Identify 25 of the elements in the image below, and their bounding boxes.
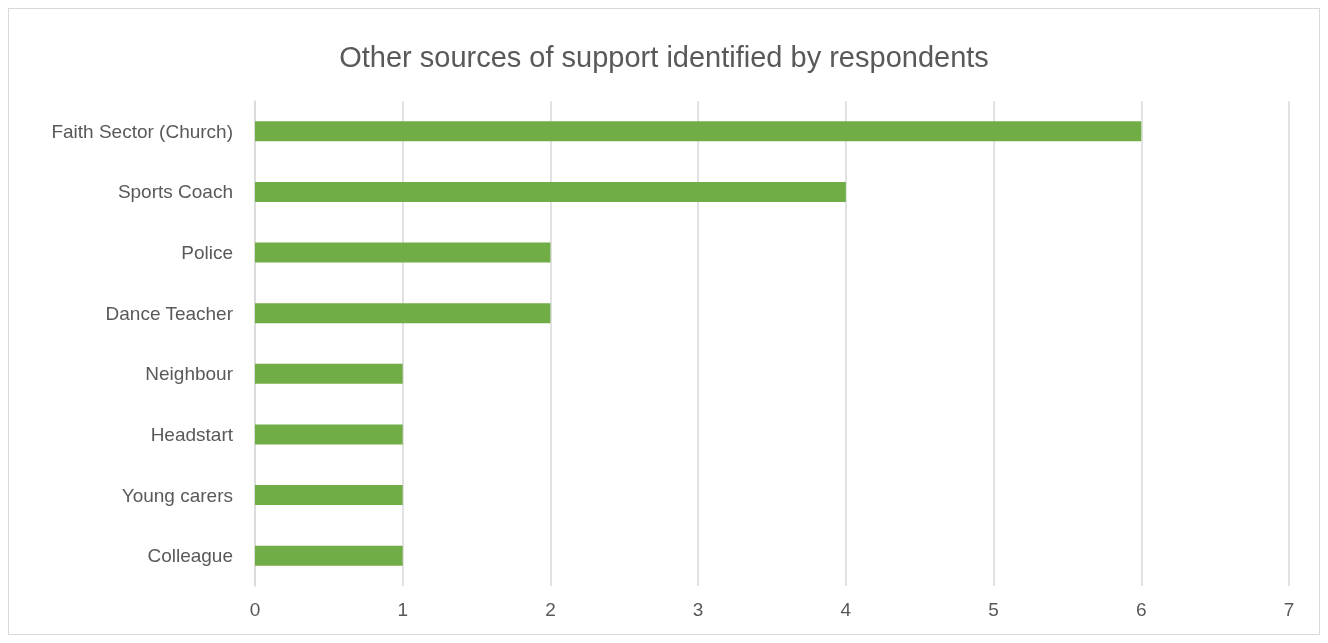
x-tick-label: 5	[988, 599, 999, 620]
bar	[255, 303, 551, 324]
y-tick-label: Young carers	[121, 484, 233, 506]
x-tick-label: 6	[1136, 599, 1147, 620]
y-tick-label: Neighbour	[145, 363, 234, 385]
y-tick-label: Headstart	[150, 423, 234, 445]
y-tick-label: Dance Teacher	[105, 302, 234, 324]
bar	[255, 363, 403, 384]
y-tick-label: Colleague	[147, 545, 233, 567]
x-tick-label: 4	[840, 599, 852, 620]
x-tick-label: 0	[249, 599, 261, 620]
x-tick-label: 2	[545, 599, 556, 620]
bar	[255, 424, 403, 445]
x-tick-label: 3	[692, 599, 704, 620]
chart-title: Other sources of support identified by respondents	[339, 40, 989, 73]
bar	[255, 181, 846, 202]
bar	[255, 545, 403, 566]
x-tick-label: 7	[1283, 599, 1295, 620]
bar	[255, 485, 403, 506]
y-tick-label: Faith Sector (Church)	[51, 120, 233, 142]
bar	[255, 242, 551, 263]
y-tick-label: Police	[181, 242, 233, 264]
x-tick-label: 1	[397, 599, 408, 620]
y-tick-label: Sports Coach	[117, 181, 233, 203]
bar	[255, 121, 1142, 142]
